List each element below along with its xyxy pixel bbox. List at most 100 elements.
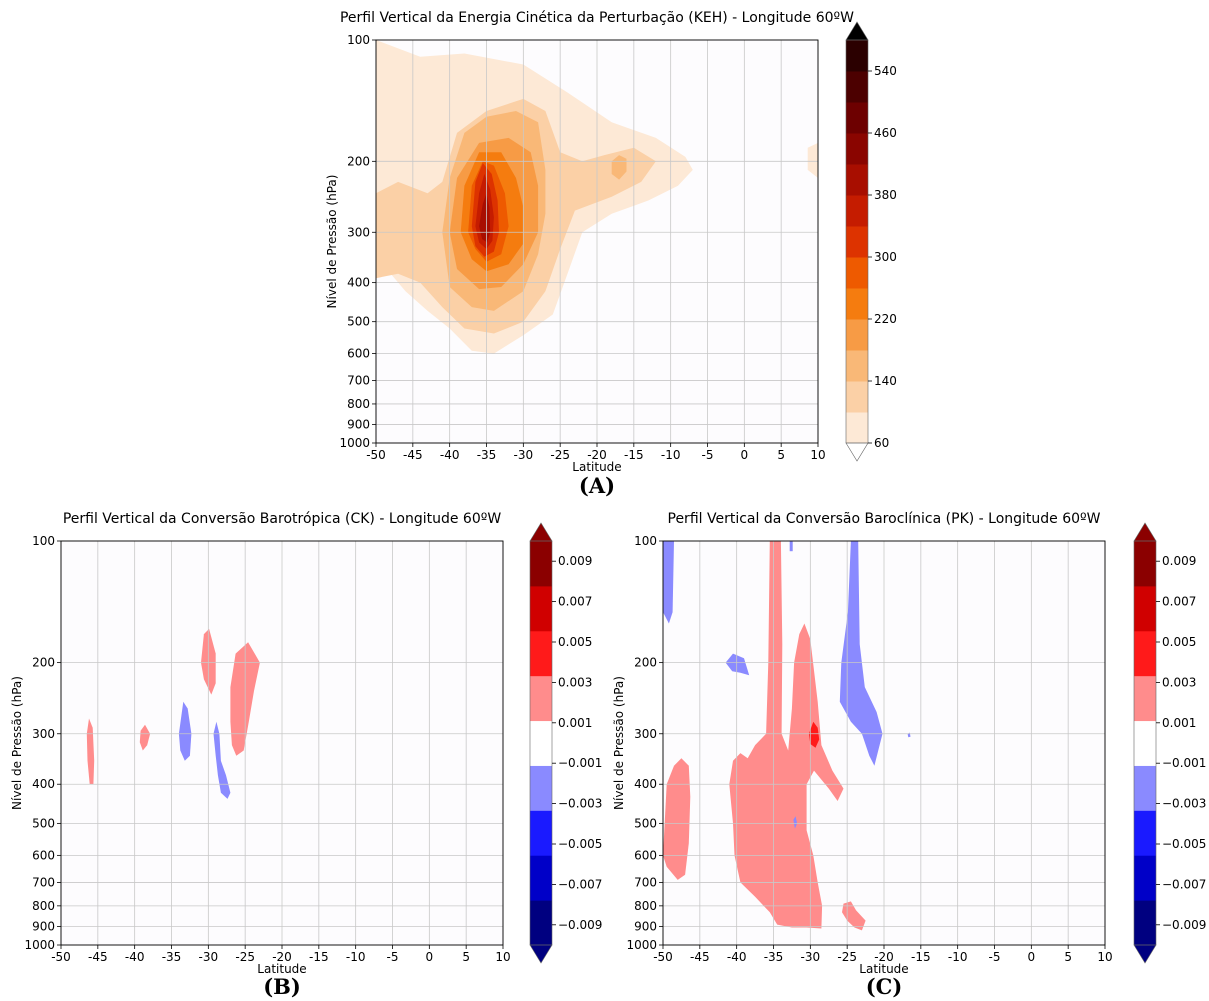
colorbar-segment [846, 350, 868, 382]
colorbar: −0.009 −0.007 −0.005 −0.003 −0.001 0.001 0.003… [530, 523, 602, 963]
y-tick-label: 100 [347, 33, 370, 47]
chart-panel-1: Perfil Vertical da Energia Cinética da P… [325, 10, 897, 498]
colorbar-label: 0.001 [1162, 716, 1196, 730]
y-tick-label: 800 [634, 899, 657, 913]
y-tick-label: 800 [32, 899, 55, 913]
y-tick-label: 700 [32, 875, 55, 889]
colorbar-segment [530, 631, 552, 676]
colorbar: 60 140 220 300 380 460 540 [846, 22, 897, 461]
colorbar-label: −0.003 [558, 797, 602, 811]
chart-panel-2: Perfil Vertical da Conversão Barotrópica… [10, 511, 602, 999]
x-tick-label: -30 [199, 950, 219, 964]
colorbar-label: −0.007 [558, 877, 602, 891]
y-tick-label: 500 [634, 816, 657, 830]
x-tick-label: -30 [801, 950, 821, 964]
colorbar-segment [846, 133, 868, 165]
x-tick-label: -5 [989, 950, 1001, 964]
y-tick-label: 1000 [339, 436, 370, 450]
x-tick-label: -50 [51, 950, 71, 964]
x-tick-label: -50 [653, 950, 673, 964]
y-axis-label: Nível de Pressão (hPa) [612, 676, 626, 810]
chart-title: Perfil Vertical da Conversão Baroclínica… [668, 511, 1101, 527]
contour-level-2-region-3 [790, 541, 793, 551]
panel-label: (A) [579, 473, 615, 498]
colorbar-segment [1134, 631, 1156, 676]
colorbar-label: 0.007 [1162, 595, 1196, 609]
x-tick-label: -5 [387, 950, 399, 964]
colorbar-label: 300 [874, 250, 897, 264]
chart-title: Perfil Vertical da Conversão Barotrópica… [63, 511, 502, 527]
colorbar-segment [846, 226, 868, 258]
colorbar-segment [1134, 586, 1156, 631]
colorbar-segment [1134, 541, 1156, 586]
colorbar-label: −0.009 [1162, 918, 1206, 932]
y-tick-label: 300 [32, 727, 55, 741]
colorbar-label: 460 [874, 126, 897, 140]
x-tick-label: -30 [514, 448, 534, 462]
x-tick-label: -10 [346, 950, 366, 964]
colorbar-segment [530, 810, 552, 855]
colorbar-label: −0.005 [558, 837, 602, 851]
colorbar-label: −0.001 [558, 756, 602, 770]
x-tick-label: -15 [309, 950, 329, 964]
x-tick-label: 0 [741, 448, 749, 462]
colorbar-segment [1134, 721, 1156, 766]
colorbar-segment [530, 721, 552, 766]
x-tick-label: 0 [1028, 950, 1036, 964]
colorbar-extend-min [1134, 945, 1156, 963]
y-tick-label: 200 [634, 656, 657, 670]
x-tick-label: 10 [495, 950, 510, 964]
colorbar-segment [846, 381, 868, 413]
colorbar-label: 380 [874, 188, 897, 202]
colorbar-segment [846, 195, 868, 227]
x-axis-label: Latitude [572, 460, 621, 474]
x-tick-label: -35 [162, 950, 182, 964]
colorbar-label: 540 [874, 64, 897, 78]
y-tick-label: 400 [347, 276, 370, 290]
x-tick-label: 10 [810, 448, 825, 462]
colorbar-segment [846, 288, 868, 320]
contour-level-2-region-0 [663, 541, 674, 624]
x-tick-label: -40 [727, 950, 747, 964]
x-tick-label: 10 [1097, 950, 1112, 964]
panel-label: (C) [866, 974, 903, 999]
colorbar-segment [530, 855, 552, 900]
colorbar-extend-max [1134, 523, 1156, 541]
y-tick-label: 700 [634, 875, 657, 889]
y-axis-label: Nível de Pressão (hPa) [325, 175, 339, 309]
chart-panel-3: Perfil Vertical da Conversão Baroclínica… [612, 511, 1206, 999]
y-tick-label: 1000 [626, 938, 657, 952]
colorbar-segment [530, 676, 552, 721]
colorbar-label: −0.003 [1162, 797, 1206, 811]
y-tick-label: 200 [347, 154, 370, 168]
x-tick-label: -10 [661, 448, 681, 462]
colorbar-segment [1134, 855, 1156, 900]
chart-title: Perfil Vertical da Energia Cinética da P… [340, 10, 854, 26]
y-tick-label: 900 [347, 418, 370, 432]
y-tick-label: 1000 [24, 938, 55, 952]
x-tick-label: -50 [366, 448, 386, 462]
colorbar-label: 0.009 [1162, 554, 1196, 568]
x-tick-label: -10 [948, 950, 968, 964]
x-tick-label: -25 [837, 950, 857, 964]
colorbar-label: 0.009 [558, 554, 592, 568]
y-tick-label: 600 [32, 848, 55, 862]
y-tick-label: 300 [634, 727, 657, 741]
colorbar-segment [530, 765, 552, 810]
colorbar-segment [1134, 676, 1156, 721]
colorbar-label: −0.001 [1162, 756, 1206, 770]
y-tick-label: 900 [32, 920, 55, 934]
x-tick-label: -25 [550, 448, 570, 462]
y-axis-label: Nível de Pressão (hPa) [10, 676, 24, 810]
x-tick-label: -25 [235, 950, 255, 964]
y-tick-label: 500 [347, 315, 370, 329]
x-tick-label: -45 [88, 950, 108, 964]
colorbar-label: 0.007 [558, 595, 592, 609]
y-tick-label: 600 [347, 347, 370, 361]
colorbar-label: 60 [874, 436, 889, 450]
colorbar-extend-min [530, 945, 552, 963]
colorbar-label: −0.009 [558, 918, 602, 932]
x-tick-label: -15 [911, 950, 931, 964]
colorbar-segment [846, 319, 868, 351]
